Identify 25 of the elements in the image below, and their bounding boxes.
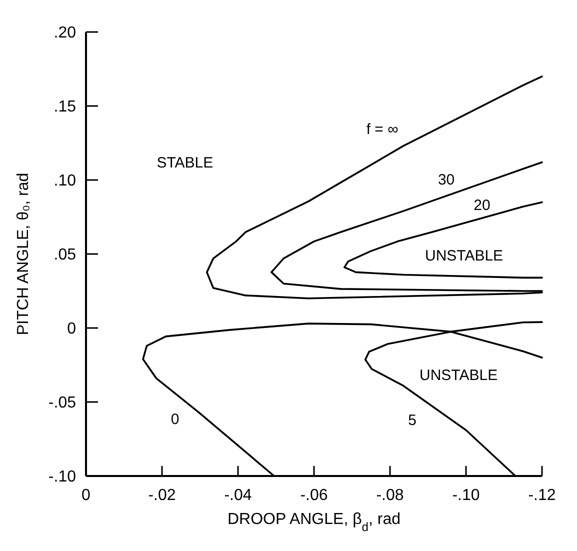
series-label: f = ∞	[366, 121, 399, 138]
line-series	[344, 201, 543, 279]
y-tick-label: 0	[67, 320, 76, 338]
annotation: UNSTABLE	[424, 248, 504, 265]
y-tick-label: .20	[54, 24, 76, 42]
y-tick-label: -.10	[48, 468, 76, 486]
x-tick-label: -.02	[148, 487, 176, 504]
y-axis-title: PITCH ANGLE, θ₀, rad	[15, 172, 32, 336]
y-tick-label: .05	[54, 246, 76, 264]
y-tick-label: -.05	[48, 394, 76, 412]
series-label: 0	[170, 411, 180, 428]
x-axis-title: DROOP ANGLE, β$_{d}$, rad	[228, 511, 400, 534]
x-tick-label: -.12	[528, 487, 556, 504]
x-tick-label: -.08	[376, 487, 404, 504]
y-tick-label: .15	[54, 98, 76, 116]
series-label: 20	[474, 196, 490, 214]
y-tick-label: .10	[54, 172, 76, 190]
x-tick-label: -.06	[300, 487, 328, 504]
x-tick-label: 0	[82, 487, 91, 504]
x-tick-label: -.10	[452, 487, 480, 504]
series-label: 30	[438, 171, 455, 188]
annotation: UNSTABLE	[420, 367, 498, 384]
series-label: 5	[408, 412, 416, 429]
annotation: STABLE	[156, 154, 214, 172]
x-tick-label: -.04	[224, 487, 252, 504]
